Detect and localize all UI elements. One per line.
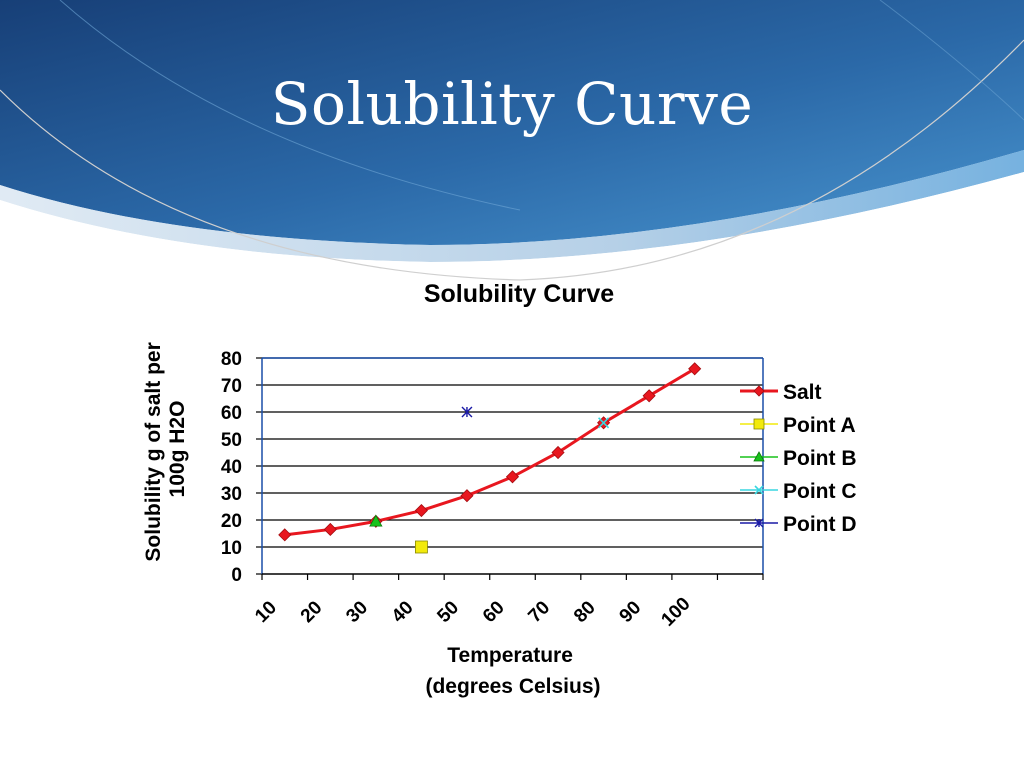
y-tick-label: 50 xyxy=(221,430,242,451)
data-point xyxy=(753,418,765,430)
x-tick-label: 10 xyxy=(251,597,281,627)
x-tick-label: 30 xyxy=(342,597,372,627)
legend-label: Point B xyxy=(783,447,857,470)
data-point xyxy=(460,489,474,503)
y-tick-label: 80 xyxy=(221,349,242,370)
slide-banner xyxy=(0,0,1024,281)
x-tick-label: 40 xyxy=(388,597,418,627)
legend-label: Point C xyxy=(783,480,857,503)
data-point xyxy=(598,417,610,429)
data-point xyxy=(753,451,765,462)
data-point xyxy=(551,445,565,460)
x-tick-label: 60 xyxy=(479,597,509,627)
x-tick-label: 70 xyxy=(524,597,554,627)
y-tick-label: 0 xyxy=(231,565,242,586)
x-tick-label: 80 xyxy=(570,597,600,627)
x-axis-title-line-1: Temperature xyxy=(447,644,573,667)
data-point xyxy=(461,406,473,418)
x-axis-title-line-2: (degrees Celsius) xyxy=(425,675,600,698)
chart-title: Solubility Curve xyxy=(424,280,614,308)
data-point xyxy=(753,385,765,397)
x-tick-label: 50 xyxy=(433,597,463,627)
x-tick-label: 20 xyxy=(297,597,327,627)
x-axis-title: Temperature (degrees Celsius) xyxy=(425,644,600,698)
y-tick-label: 70 xyxy=(221,376,242,397)
y-tick-label: 40 xyxy=(221,457,242,478)
data-point xyxy=(323,522,337,537)
x-tick-label: 90 xyxy=(616,597,646,627)
legend-label: Point D xyxy=(783,513,857,536)
series-line xyxy=(284,367,696,537)
y-tick-label: 10 xyxy=(221,538,242,559)
data-point xyxy=(278,528,292,542)
legend-label: Point A xyxy=(783,414,856,437)
data-point xyxy=(415,540,428,554)
y-tick-label: 30 xyxy=(221,484,242,505)
data-point xyxy=(369,514,383,527)
chart-legend: Salt Point A Point B Point C Point D xyxy=(740,381,857,536)
data-point xyxy=(414,503,428,518)
slide-title: Solubility Curve xyxy=(270,70,754,138)
data-point xyxy=(754,518,764,528)
y-tick-label: 60 xyxy=(221,403,242,424)
legend-label: Salt xyxy=(783,381,822,404)
plot-area: 0 10 20 30 40 50 60 70 80 10 20 30 40 50 60 70 80 90 100 xyxy=(221,349,764,631)
data-point xyxy=(754,485,764,495)
data-point xyxy=(642,389,656,403)
data-point xyxy=(505,470,520,484)
x-tick-label: 100 xyxy=(657,593,694,630)
y-axis-title: Solubility g of salt per 100g H2O xyxy=(142,336,189,561)
y-tick-label: 20 xyxy=(221,511,242,532)
data-point xyxy=(688,362,702,376)
y-axis-title-line-1: Solubility g of salt per xyxy=(142,342,165,561)
y-axis-title-line-2: 100g H2O xyxy=(166,401,189,498)
